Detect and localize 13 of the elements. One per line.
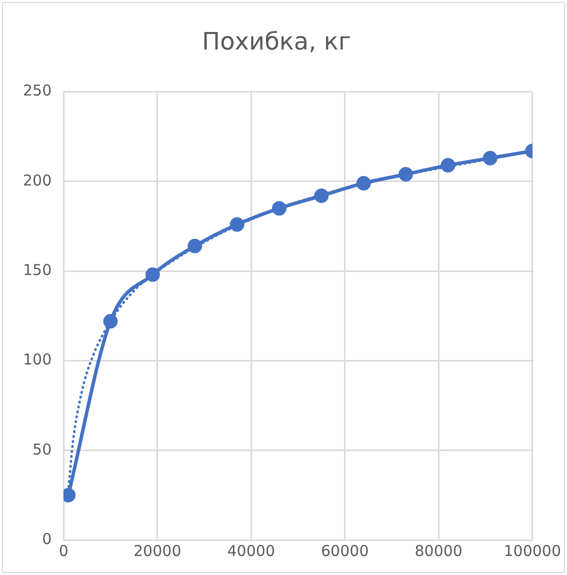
y-tick-label: 50 (32, 440, 52, 458)
y-tick-label: 100 (22, 350, 52, 369)
chart-title: Похибка, кг (202, 28, 351, 56)
x-tick-label: 20000 (134, 542, 182, 560)
x-tick-label: 0 (58, 542, 68, 560)
y-tick-label: 200 (22, 171, 52, 190)
x-tick-label: 80000 (414, 542, 462, 560)
x-tick-label: 100000 (504, 542, 561, 560)
x-tick-label: 60000 (321, 542, 369, 560)
x-tick-label: 40000 (227, 542, 275, 560)
y-tick-label: 0 (42, 530, 52, 548)
y-tick-label: 150 (22, 260, 52, 279)
y-tick-label: 250 (22, 82, 52, 100)
